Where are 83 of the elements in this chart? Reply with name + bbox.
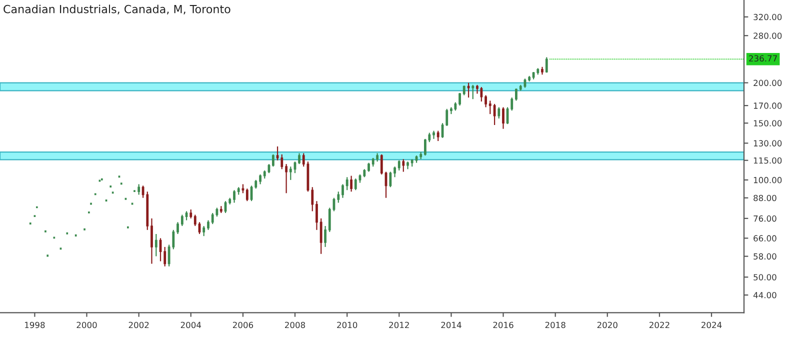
candlestick (276, 146, 279, 161)
candlestick (398, 160, 400, 172)
candlestick (138, 184, 140, 196)
candlestick (354, 178, 357, 191)
x-tick-label: 1998 (25, 322, 45, 328)
candlestick (350, 175, 352, 192)
annotation: 236.77 (749, 55, 777, 62)
y-tick-label: 58.00 (754, 253, 776, 260)
candlestick (185, 210, 188, 221)
candlestick (164, 246, 166, 267)
y-tick-label: 44.00 (753, 292, 776, 298)
y-tick-label: 88.00 (754, 194, 776, 202)
candlestick (484, 94, 487, 108)
candlestick (202, 225, 206, 237)
candlestick (324, 225, 326, 248)
candlestick (246, 188, 248, 202)
candlestick (259, 174, 262, 185)
x-tick-label: 2024 (702, 322, 722, 328)
x-tick-label: 2002 (128, 322, 149, 328)
candlestick (285, 164, 288, 194)
candlestick (154, 233, 158, 257)
x-tick-label: 2012 (389, 322, 409, 328)
candlestick (545, 56, 548, 74)
y-tick-label: 100.00 (754, 176, 782, 184)
candlestick (272, 154, 274, 168)
candlestick (280, 154, 284, 170)
x-tick-label: 2000 (76, 322, 97, 328)
candlestick (316, 200, 318, 230)
candlestick (394, 166, 396, 178)
y-tick-label: 130.00 (754, 140, 782, 146)
y-tick-label: 115.00 (754, 157, 782, 164)
candlestick (211, 212, 214, 225)
x-tick-label: 2016 (493, 322, 514, 328)
candlestick (298, 152, 300, 165)
candlestick (502, 106, 504, 130)
candlestick (320, 218, 322, 254)
candlestick (346, 176, 348, 191)
x-tick-label: 2008 (285, 322, 306, 328)
candlestick (436, 130, 440, 142)
candlestick (450, 106, 452, 115)
x-tick-label: 2004 (180, 322, 201, 328)
candlestick (472, 84, 474, 100)
candlestick (515, 88, 518, 102)
candlestick (180, 214, 184, 227)
candlestick (510, 96, 514, 112)
candlestick (498, 106, 500, 120)
x-tick-label: 2018 (545, 322, 566, 328)
candlestick (337, 191, 340, 204)
candlestick (328, 207, 331, 233)
candlestick (342, 184, 344, 198)
candlestick (311, 186, 314, 212)
candlestick (233, 190, 236, 204)
candlestick (302, 152, 305, 168)
candlestick (424, 138, 426, 156)
y-tick-label: 170.00 (754, 102, 782, 109)
x-tick-label: 2020 (597, 322, 618, 328)
candlestick (289, 166, 292, 180)
x-tick-label: 2022 (649, 322, 670, 328)
candlestick (150, 218, 153, 264)
y-tick-label: 150.00 (754, 120, 782, 126)
x-tick-label: 2010 (337, 322, 358, 328)
y-tick-label: 50.00 (754, 274, 776, 280)
candlestick (493, 103, 496, 126)
candlestick (194, 214, 196, 227)
candlestick (207, 220, 210, 230)
candlestick (458, 92, 461, 106)
candlestick (176, 222, 179, 235)
candlestick (402, 158, 405, 172)
candlestick (488, 100, 492, 115)
candlestick (389, 171, 392, 188)
chart-title: Canadian Industrials, Canada, M, Toronto (4, 4, 230, 14)
y-tick-label: 76.00 (754, 215, 776, 222)
x-tick-label: 2006 (232, 322, 254, 328)
candlestick (380, 154, 383, 175)
candlestick (432, 130, 435, 140)
candlestick (462, 85, 466, 96)
candlestick (480, 86, 483, 102)
y-tick-label: 66.00 (754, 235, 776, 242)
y-tick-label: 200.00 (754, 80, 782, 86)
x-tick-label: 2014 (441, 322, 462, 328)
y-tick-label: 320.00 (754, 14, 782, 20)
y-tick-label: 280.00 (754, 32, 782, 39)
candlestick (446, 108, 448, 126)
